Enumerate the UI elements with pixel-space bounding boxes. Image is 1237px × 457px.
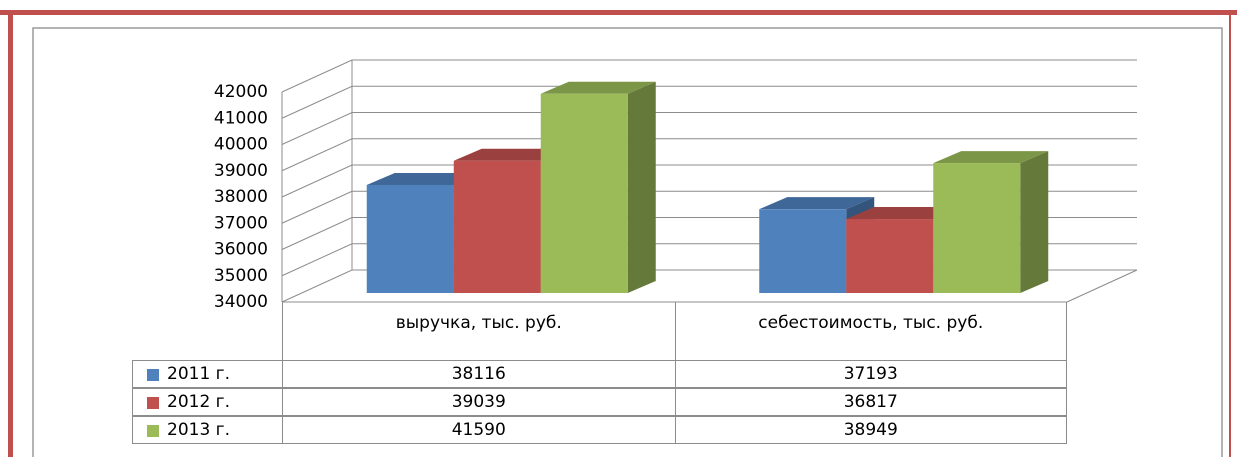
bar bbox=[453, 160, 541, 293]
grid-line bbox=[281, 164, 1137, 198]
y-tick-label: 40000 bbox=[214, 135, 268, 155]
bar bbox=[933, 163, 1021, 293]
table-value-cell: 39039 bbox=[282, 388, 675, 416]
legend-cell: 2013 г. bbox=[132, 416, 282, 444]
bar bbox=[366, 184, 454, 293]
frame-right bbox=[1229, 10, 1231, 457]
grid-line bbox=[281, 190, 1137, 224]
frame-left bbox=[8, 10, 13, 457]
y-tick-label: 39000 bbox=[214, 161, 268, 181]
bar-side bbox=[1020, 151, 1049, 293]
grid-line bbox=[281, 59, 1137, 93]
grid-line bbox=[281, 85, 1137, 119]
y-tick-label: 41000 bbox=[214, 108, 268, 128]
bar bbox=[846, 219, 934, 293]
bar-top bbox=[540, 81, 656, 94]
table-value-cell: 38116 bbox=[282, 360, 675, 388]
bar-top bbox=[453, 148, 569, 161]
bar bbox=[540, 93, 628, 293]
y-tick-label: 37000 bbox=[214, 213, 268, 233]
legend-key bbox=[147, 397, 159, 409]
grid-line bbox=[281, 112, 1137, 145]
table-value-cell: 38949 bbox=[674, 416, 1067, 444]
bar bbox=[759, 209, 847, 293]
y-tick-label: 35000 bbox=[214, 266, 268, 286]
frame-top bbox=[0, 10, 1237, 15]
bar-top bbox=[933, 151, 1049, 164]
bar-top bbox=[759, 197, 875, 210]
table-header-cell: себестоимость, тыс. руб. bbox=[674, 302, 1067, 360]
y-tick-label: 38000 bbox=[214, 187, 268, 207]
table-header-cell: выручка, тыс. руб. bbox=[282, 302, 675, 360]
legend-key bbox=[147, 425, 159, 437]
floor-right bbox=[1066, 269, 1138, 303]
table-value-cell: 36817 bbox=[674, 388, 1067, 416]
legend-cell: 2011 г. bbox=[132, 360, 282, 388]
y-tick-label: 34000 bbox=[214, 292, 268, 312]
table-value-cell: 41590 bbox=[282, 416, 675, 444]
bar-side bbox=[627, 81, 656, 293]
y-tick-label: 36000 bbox=[214, 240, 268, 260]
grid-line bbox=[281, 138, 1137, 172]
legend-key bbox=[147, 369, 159, 381]
bar-top bbox=[366, 172, 482, 185]
y-tick-label: 42000 bbox=[214, 82, 268, 102]
bar-top bbox=[846, 207, 962, 220]
legend-cell: 2012 г. bbox=[132, 388, 282, 416]
table-value-cell: 37193 bbox=[674, 360, 1067, 388]
